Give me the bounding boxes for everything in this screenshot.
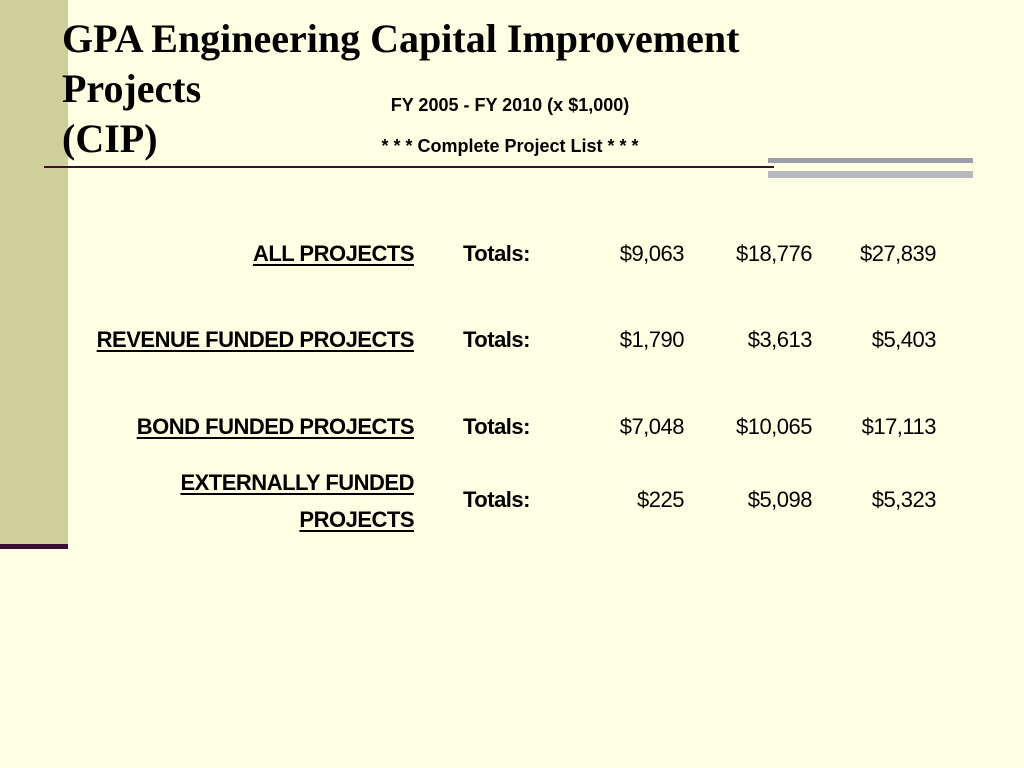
decorative-grey-bar — [768, 171, 973, 178]
row-label-line: REVENUE FUNDED PROJECTS — [96, 327, 415, 352]
left-bar-rule — [0, 544, 68, 549]
slide-title: GPA Engineering Capital Improvement Proj… — [62, 14, 862, 164]
value-cell: $5,403 — [871, 327, 937, 352]
row-label[interactable]: EXTERNALLY FUNDED PROJECTS — [154, 464, 414, 538]
totals-label: Totals: — [463, 327, 530, 352]
value-cell: $27,839 — [859, 241, 937, 266]
totals-label: Totals: — [463, 241, 530, 266]
value-cell: $3,613 — [747, 327, 813, 352]
value-cell: $225 — [637, 487, 684, 512]
slide-title-line: Projects — [62, 66, 202, 111]
row-label-line: BOND FUNDED PROJECTS — [136, 414, 415, 439]
title-divider — [44, 166, 774, 168]
row-label[interactable]: BOND FUNDED PROJECTS — [136, 414, 415, 440]
slide-title-line: (CIP) — [62, 116, 158, 161]
slide-title-line: GPA Engineering Capital Improvement — [62, 16, 740, 61]
value-cell: $18,776 — [735, 241, 813, 266]
value-cell: $5,323 — [871, 487, 937, 512]
row-label-line: EXTERNALLY FUNDED — [180, 470, 414, 495]
value-cell: $5,098 — [747, 487, 813, 512]
row-label[interactable]: REVENUE FUNDED PROJECTS — [96, 327, 415, 353]
row-label-line: ALL PROJECTS — [252, 241, 415, 266]
value-cell: $10,065 — [735, 414, 813, 439]
slide-subtitle: FY 2005 - FY 2010 (x $1,000) — [390, 95, 630, 115]
row-label[interactable]: ALL PROJECTS — [252, 241, 415, 267]
value-cell: $7,048 — [619, 414, 685, 439]
value-cell: $1,790 — [619, 327, 685, 352]
totals-label: Totals: — [463, 487, 530, 512]
row-label-line: PROJECTS — [299, 507, 414, 532]
left-decorative-bar — [0, 0, 68, 544]
slide-subtitle-list: * * * Complete Project List * * * — [381, 136, 639, 156]
value-cell: $9,063 — [619, 241, 685, 266]
totals-label: Totals: — [463, 414, 530, 439]
decorative-grey-bar — [768, 158, 973, 163]
value-cell: $17,113 — [861, 414, 937, 439]
